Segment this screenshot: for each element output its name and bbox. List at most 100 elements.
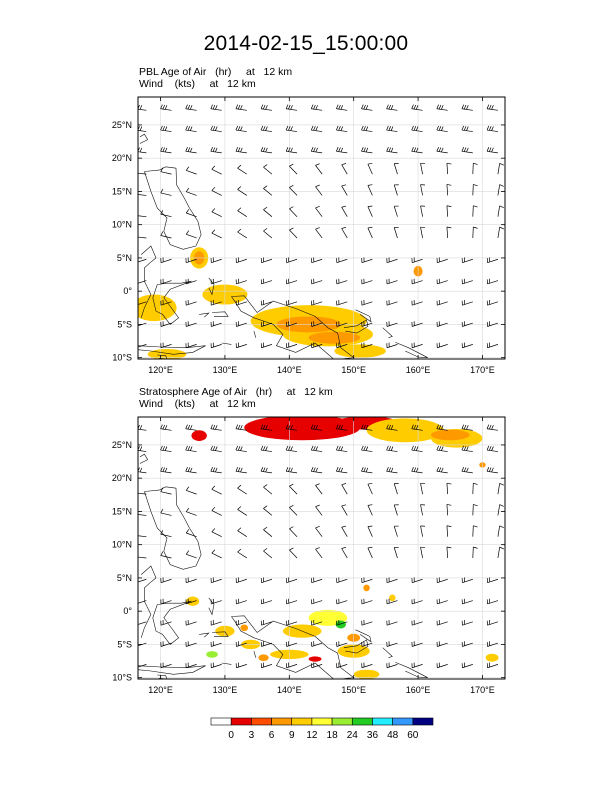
panel2-x-tick-label: 150°E xyxy=(341,685,366,695)
panel1-wind-barb xyxy=(311,299,323,306)
panel1-wind-barb xyxy=(235,104,247,111)
panel2-wind-barb xyxy=(311,598,323,605)
panel2-wind-barb xyxy=(336,445,348,452)
panel2-wind-barb xyxy=(361,577,373,583)
panel2-wind-barb xyxy=(315,483,323,495)
colorbar-label: 36 xyxy=(367,730,379,741)
panel2-wind-barb xyxy=(263,526,273,537)
panel2-wind-barb xyxy=(361,424,373,431)
panel2-plot-area xyxy=(138,417,505,679)
panel2-wind-barb xyxy=(436,598,448,605)
panel2-wind-barb xyxy=(160,577,172,583)
panel2-wind-barb xyxy=(310,424,323,431)
panel1-x-tick-label: 160°E xyxy=(406,365,431,375)
panel1-wind-barb xyxy=(211,208,222,218)
panel2-wind-barb xyxy=(436,424,448,431)
colorbar-swatch xyxy=(351,717,373,726)
panel1-x-tick-label: 150°E xyxy=(341,365,366,375)
panel1-wind-barb xyxy=(138,126,147,132)
panel2-wind-barb xyxy=(286,577,298,583)
panel2-wind-barb xyxy=(497,546,504,559)
panel2-wind-barb xyxy=(289,547,298,559)
panel1-wind-barb xyxy=(461,147,473,154)
panel2-wind-barb xyxy=(436,577,448,583)
panel1-wind-barb xyxy=(260,147,272,154)
panel1-y-tick-label: 10°N xyxy=(112,220,132,230)
panel2-frame xyxy=(137,416,506,680)
panel2-wind-barb xyxy=(386,424,398,431)
panel2-wind-barb xyxy=(361,619,373,626)
panel1-wind-barb xyxy=(211,229,222,239)
panel2-wind-barb xyxy=(386,662,398,669)
panel1-wind-barb xyxy=(486,299,499,306)
colorbar-label: 3 xyxy=(249,730,255,741)
panel2-wind-barb xyxy=(486,598,499,605)
panel1-wind-barb xyxy=(237,228,248,239)
colorbar-label: 0 xyxy=(228,730,234,741)
colorbar-label: 48 xyxy=(387,730,399,741)
panel2-wind-barb xyxy=(185,445,197,452)
panel1-wind-barb xyxy=(367,163,373,175)
panel1-wind-barb xyxy=(286,342,298,349)
panel1-wind-barb xyxy=(486,257,499,263)
panel2-wind-barb xyxy=(160,662,172,669)
panel2-wind-barb xyxy=(446,482,452,495)
panel1-wind-barb xyxy=(211,186,222,196)
panel2-y-tick-label: 0° xyxy=(123,606,132,616)
panel1-y-tick-label: 0° xyxy=(123,286,132,296)
panel1-wind-barb xyxy=(260,125,272,132)
panel2-coastline xyxy=(152,600,192,645)
panel2-fill-region xyxy=(389,594,396,602)
panel2-x-tick-label: 120°E xyxy=(148,685,173,695)
panel2-wind-barb xyxy=(237,506,248,516)
panel2-wind-barb xyxy=(138,514,147,516)
panel1-wind-barb xyxy=(367,184,373,196)
panel1-wind-barb xyxy=(138,321,147,327)
panel2-wind-barb xyxy=(260,641,273,647)
panel1-wind-barb xyxy=(160,257,172,263)
panel1-wind-barb xyxy=(160,147,172,154)
panel2-wind-barb xyxy=(386,641,398,647)
panel1-wind-barb xyxy=(341,226,348,239)
panel1-wind-barb xyxy=(211,165,222,175)
panel1-wind-barb xyxy=(486,278,499,285)
panel2-wind-barb xyxy=(138,641,147,647)
panel1-wind-barb xyxy=(210,278,222,285)
panel1-wind-barb xyxy=(420,184,426,196)
colorbar-swatch xyxy=(311,717,333,726)
panel2-wind-barb xyxy=(160,598,172,605)
panel2-wind-barb xyxy=(311,641,323,647)
panel2-y-tick-label: 5°S xyxy=(117,639,132,649)
panel2-wind-barb xyxy=(160,551,172,559)
panel2-coastline xyxy=(211,631,229,637)
panel2-wind-barb xyxy=(310,445,323,452)
panel2-wind-barb xyxy=(341,525,348,537)
panel1-wind-barb xyxy=(285,104,298,111)
panel2-fill-region xyxy=(485,653,499,662)
panel1-wind-barb xyxy=(311,342,323,349)
panel1-wind-barb xyxy=(461,278,473,285)
panel2-wind-barb xyxy=(210,445,222,452)
panel1-wind-barb xyxy=(185,104,197,111)
panel2-wind-barb xyxy=(420,546,426,559)
panel1-wind-barb xyxy=(486,104,498,111)
panel2-wind-barb xyxy=(486,577,499,583)
panel2-wind-barb xyxy=(138,619,147,625)
panel1-wind-barb xyxy=(486,125,498,132)
colorbar-swatch xyxy=(210,717,232,726)
panel1-wind-barb xyxy=(436,125,448,132)
panel1-wind-barb xyxy=(311,278,323,285)
panel2-wind-barb xyxy=(497,525,504,537)
panel2-wind-barb xyxy=(341,483,348,495)
panel1-wind-barb xyxy=(263,164,273,175)
panel1-coastline xyxy=(199,312,210,318)
panel1-wind-barb xyxy=(263,228,273,239)
panel2-wind-barb xyxy=(160,445,172,452)
panel1-wind-barb xyxy=(497,226,504,239)
panel1-wind-barb xyxy=(260,278,273,285)
panel2-coastline xyxy=(157,674,168,679)
panel2-wind-barb xyxy=(486,467,498,474)
panel1-wind-barb xyxy=(260,257,273,263)
panel2-wind-barb xyxy=(138,492,147,495)
panel1-wind-barb xyxy=(393,205,399,217)
